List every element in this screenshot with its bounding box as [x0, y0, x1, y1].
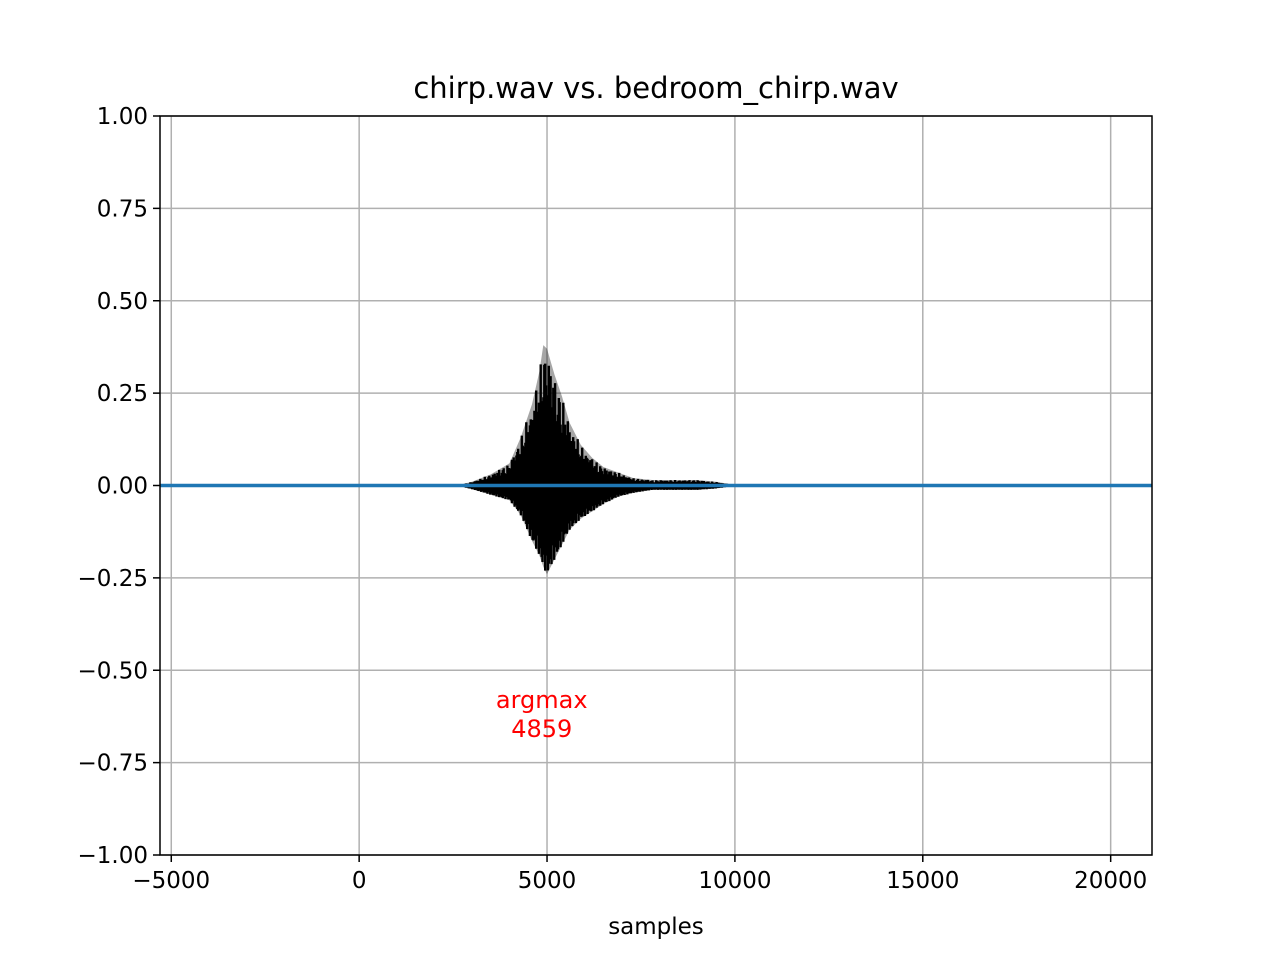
- x-tick-label: 5000: [518, 868, 577, 894]
- x-tick-label: 15000: [886, 868, 959, 894]
- y-tick-label: −0.25: [78, 566, 148, 592]
- y-tick-label: −1.00: [78, 843, 148, 869]
- y-tick-label: 0.50: [97, 289, 148, 315]
- series-0-envelope: [456, 345, 739, 575]
- y-tick-label: 0.75: [97, 196, 148, 222]
- chart-title: chirp.wav vs. bedroom_chirp.wav: [413, 71, 898, 105]
- annotation-text-line: 4859: [511, 715, 572, 743]
- x-tick-label: −5000: [132, 868, 210, 894]
- y-tick-label: 0.00: [97, 474, 148, 500]
- y-tick-label: 0.25: [97, 381, 148, 407]
- y-tick-label: −0.75: [78, 751, 148, 777]
- axis-ticks: −5000 0 5000 10000 15000 20000 1.00 0.75 0.50 0.2…: [78, 104, 1148, 894]
- y-tick-label: 1.00: [97, 104, 148, 130]
- x-tick-label: 10000: [698, 868, 771, 894]
- y-tick-label: −0.50: [78, 658, 148, 684]
- x-tick-label: 20000: [1074, 868, 1147, 894]
- x-axis-label: samples: [608, 914, 704, 940]
- annotation-text-line: argmax: [496, 686, 588, 714]
- x-tick-label: 0: [352, 868, 367, 894]
- series-layer: [160, 345, 1152, 575]
